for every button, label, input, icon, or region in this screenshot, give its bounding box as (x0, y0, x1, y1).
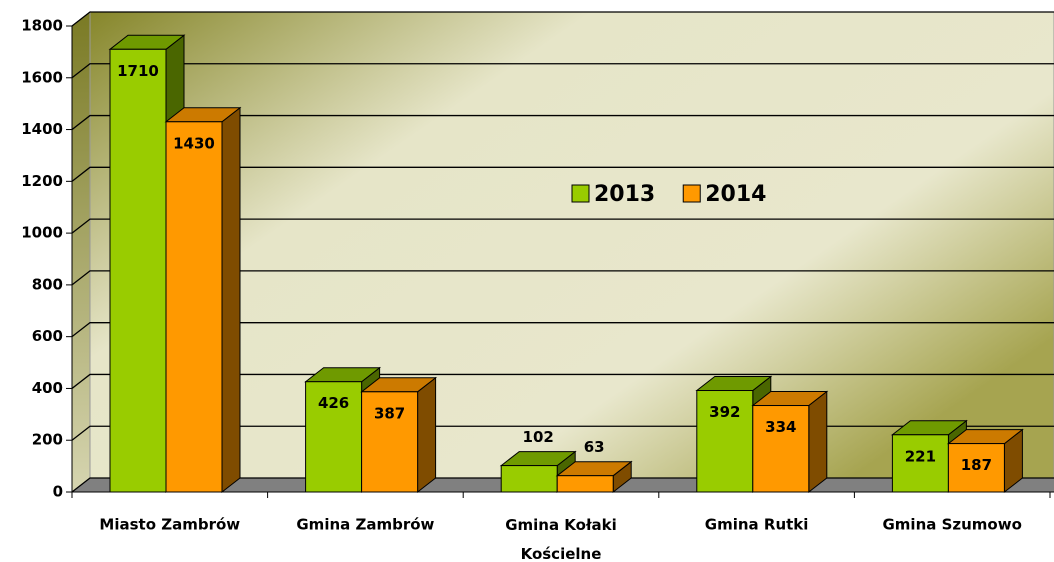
x-tick-label: Gmina Zambrów (296, 516, 434, 534)
bar-side (221, 106, 241, 494)
bar (556, 475, 614, 493)
grid-line (71, 322, 1054, 338)
bar-side (417, 376, 437, 494)
bar (361, 391, 419, 493)
side-wall (71, 10, 91, 494)
data-label: 102 (523, 428, 554, 446)
data-label: 1710 (117, 62, 159, 80)
data-label: 63 (584, 438, 605, 456)
data-label: 426 (318, 394, 349, 412)
grid-line (71, 270, 1054, 286)
data-label: 392 (709, 403, 740, 421)
y-tick-label: 800 (32, 275, 63, 293)
data-label: 221 (905, 447, 936, 465)
y-tick-label: 1000 (21, 224, 63, 242)
y-tick-label: 400 (32, 379, 63, 397)
legend-label: 2013 (594, 182, 655, 207)
y-tick-label: 1400 (21, 120, 63, 138)
data-label: 1430 (173, 134, 215, 152)
grid-line (71, 166, 1054, 182)
x-tick-label: Gmina Rutki (705, 516, 809, 534)
x-tick-label: Miasto Zambrów (99, 516, 240, 534)
y-tick-label: 600 (32, 327, 63, 345)
bar (752, 405, 810, 493)
y-tick-label: 1200 (21, 172, 63, 190)
grid-line (71, 63, 1054, 79)
data-label: 187 (961, 456, 992, 474)
data-label: 334 (765, 418, 796, 436)
grid-line (71, 114, 1054, 131)
legend-swatch (571, 184, 590, 203)
grid-line (71, 11, 1054, 27)
bar-side (808, 390, 828, 494)
y-tick-label: 1800 (21, 17, 63, 35)
x-tick-label: Gmina Szumowo (882, 516, 1021, 534)
y-tick-label: 200 (32, 431, 63, 449)
bar (165, 121, 223, 493)
y-tick-label: 1600 (21, 68, 63, 86)
bar (500, 465, 558, 493)
x-tick-label: Gmina Kołaki Kościelne (505, 516, 617, 562)
grid-line (71, 218, 1054, 234)
legend-label: 2014 (705, 182, 766, 207)
bar (305, 381, 363, 493)
y-tick-label: 0 (53, 483, 63, 501)
bar (109, 48, 167, 493)
bar (696, 390, 754, 493)
legend-swatch (682, 184, 701, 203)
grid-line (71, 373, 1054, 389)
bar (947, 443, 1005, 493)
data-label: 387 (374, 404, 405, 422)
